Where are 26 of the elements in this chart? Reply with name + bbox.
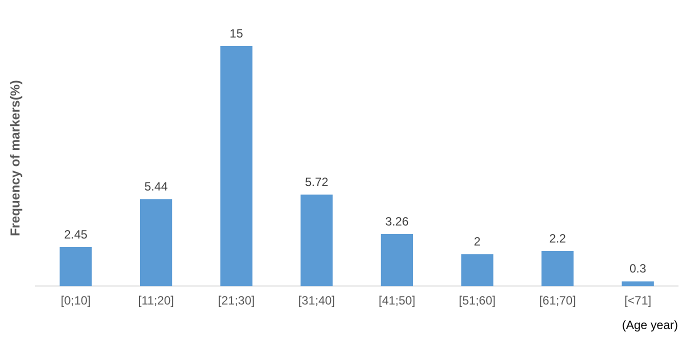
data-label: 2: [474, 234, 481, 248]
data-label: 5.44: [144, 179, 168, 194]
bar: [380, 234, 414, 286]
x-tick-label: [51;60]: [458, 294, 496, 308]
x-tick-label: [41;50]: [378, 294, 416, 308]
x-axis-title: (Age year): [622, 318, 678, 332]
data-label: 0.3: [630, 262, 647, 276]
bar: [220, 46, 252, 286]
x-tick-label: [21;30]: [218, 294, 255, 308]
data-label: 15: [230, 26, 244, 40]
x-tick-label: [31;40]: [298, 294, 335, 308]
bar: [622, 281, 654, 286]
x-tick-label: [61;70]: [539, 294, 576, 308]
x-tick-label: [0;10]: [60, 294, 91, 308]
bar: [60, 246, 92, 286]
x-tick-label: [11;20]: [138, 294, 174, 308]
data-label: 3.26: [385, 214, 409, 228]
bar: [541, 250, 574, 286]
data-label: 2.45: [64, 227, 88, 242]
x-tick-label: [<71]: [624, 294, 652, 308]
bar: [300, 194, 333, 286]
data-label: 2.2: [549, 231, 566, 246]
bar: [461, 254, 494, 286]
bar: [140, 199, 172, 286]
data-label: 5.72: [304, 174, 329, 189]
y-axis-title: Frequency of markers(%): [7, 80, 22, 236]
